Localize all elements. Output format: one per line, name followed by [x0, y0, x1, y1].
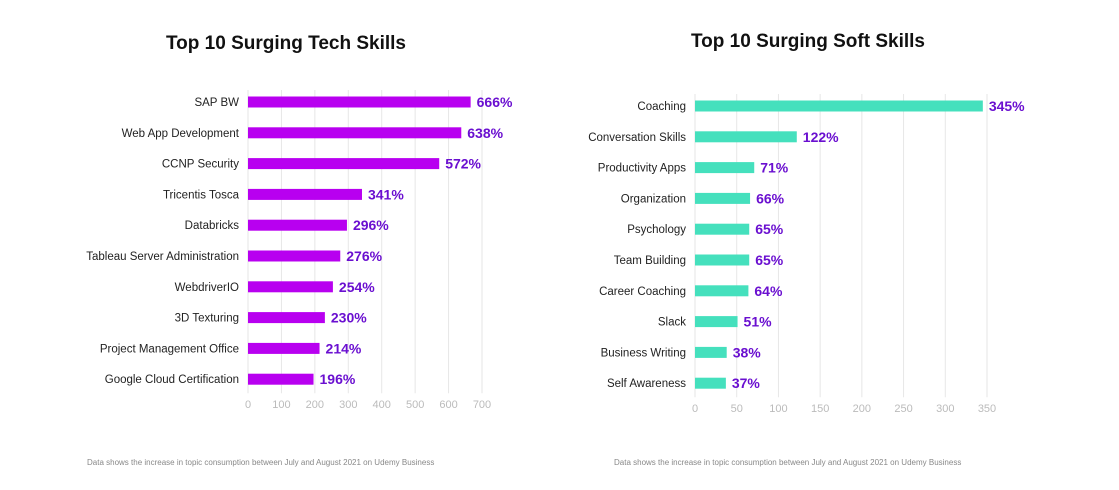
tech-bar — [248, 373, 314, 385]
soft-x-tick-label: 0 — [692, 403, 698, 415]
tech-bar — [248, 158, 440, 170]
soft-x-tick-label: 300 — [936, 403, 954, 415]
tech-x-tick-label: 400 — [373, 399, 391, 411]
soft-value-label: 37% — [732, 375, 761, 391]
soft-category-label: Business Writing — [601, 347, 686, 359]
soft-category-label: Psychology — [627, 224, 686, 236]
tech-value-label: 214% — [326, 340, 362, 356]
tech-value-label: 254% — [339, 279, 375, 295]
tech-x-tick-label: 200 — [306, 399, 324, 411]
soft-value-label: 71% — [760, 160, 789, 176]
soft-value-label: 51% — [744, 314, 773, 330]
soft-category-label: Slack — [658, 317, 686, 329]
tech-x-tick-label: 100 — [272, 399, 290, 411]
tech-bar — [248, 127, 462, 139]
soft-category-label: Coaching — [637, 101, 686, 113]
tech-bar — [248, 219, 347, 231]
soft-bar — [695, 377, 726, 389]
soft-chart-footnote: Data shows the increase in topic consump… — [614, 458, 962, 467]
soft-bar — [695, 254, 750, 266]
tech-category-label: SAP BW — [194, 97, 239, 109]
tech-category-label: Databricks — [185, 220, 240, 232]
soft-bar — [695, 285, 749, 297]
tech-category-label: CCNP Security — [162, 159, 239, 171]
soft-category-label: Career Coaching — [599, 286, 686, 298]
tech-category-label: Google Cloud Certification — [105, 374, 239, 386]
soft-value-label: 65% — [755, 252, 784, 268]
soft-value-label: 38% — [733, 344, 762, 360]
tech-value-label: 666% — [477, 94, 513, 110]
tech-x-tick-label: 300 — [339, 399, 357, 411]
soft-bar — [695, 346, 727, 358]
tech-value-label: 638% — [467, 125, 503, 141]
tech-chart-footnote: Data shows the increase in topic consump… — [87, 458, 435, 467]
tech-value-label: 572% — [445, 156, 481, 172]
soft-x-tick-label: 350 — [978, 403, 996, 415]
soft-x-tick-label: 200 — [853, 403, 871, 415]
tech-x-tick-label: 700 — [473, 399, 491, 411]
soft-bar — [695, 131, 797, 143]
tech-bar — [248, 188, 362, 200]
soft-value-label: 65% — [755, 221, 784, 237]
soft-x-tick-label: 50 — [731, 403, 743, 415]
tech-bar — [248, 96, 471, 108]
tech-chart-title: Top 10 Surging Tech Skills — [165, 33, 406, 54]
tech-category-label: Web App Development — [122, 128, 240, 140]
tech-value-label: 276% — [346, 248, 382, 264]
soft-bar — [695, 192, 751, 204]
tech-category-label: Project Management Office — [100, 343, 239, 355]
soft-value-label: 122% — [803, 129, 839, 145]
tech-value-label: 296% — [353, 217, 389, 233]
tech-category-label: WebdriverIO — [175, 282, 239, 294]
soft-chart-title: Top 10 Surging Soft Skills — [690, 31, 925, 52]
tech-x-tick-label: 0 — [245, 399, 251, 411]
soft-category-label: Conversation Skills — [588, 132, 686, 144]
soft-category-label: Self Awareness — [607, 378, 686, 390]
soft-x-tick-label: 100 — [769, 403, 787, 415]
tech-category-label: Tableau Server Administration — [86, 251, 239, 263]
tech-bar — [248, 342, 320, 354]
soft-bar — [695, 316, 738, 328]
tech-value-label: 196% — [320, 371, 356, 387]
tech-value-label: 230% — [331, 310, 367, 326]
soft-bar — [695, 100, 983, 112]
soft-value-label: 345% — [989, 98, 1025, 114]
soft-value-label: 66% — [756, 190, 785, 206]
tech-category-label: 3D Texturing — [175, 313, 239, 325]
soft-value-label: 64% — [754, 283, 783, 299]
soft-bar — [695, 223, 750, 235]
soft-x-tick-label: 150 — [811, 403, 829, 415]
tech-bar — [248, 312, 325, 324]
soft-category-label: Organization — [621, 193, 686, 205]
tech-bar — [248, 281, 333, 293]
tech-category-label: Tricentis Tosca — [163, 189, 240, 201]
soft-category-label: Team Building — [614, 255, 686, 267]
tech-x-tick-label: 600 — [439, 399, 457, 411]
tech-value-label: 341% — [368, 186, 404, 202]
soft-bar — [695, 162, 755, 174]
tech-bar — [248, 250, 341, 262]
soft-category-label: Productivity Apps — [598, 163, 686, 175]
soft-x-tick-label: 250 — [894, 403, 912, 415]
tech-x-tick-label: 500 — [406, 399, 424, 411]
